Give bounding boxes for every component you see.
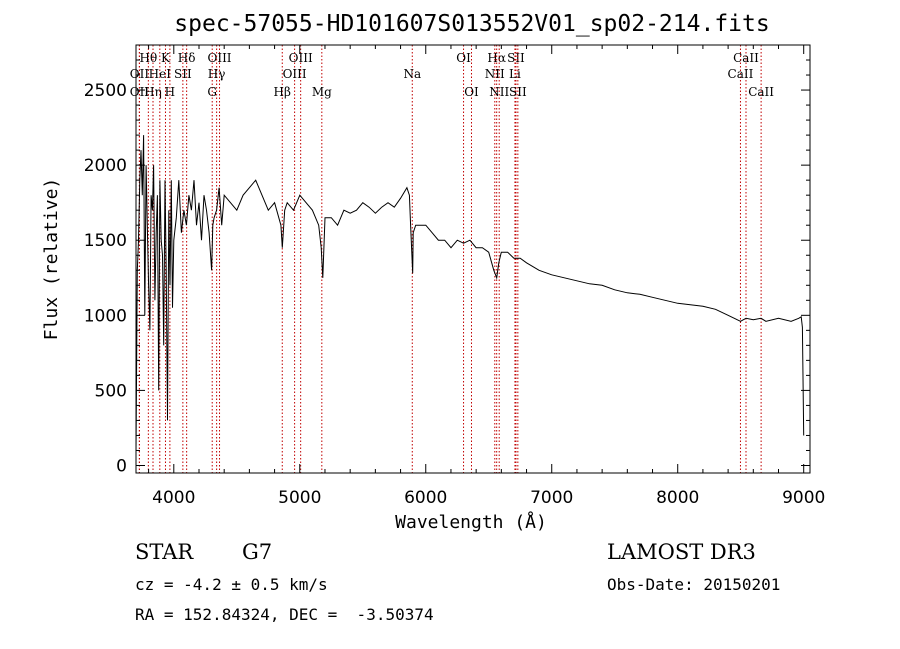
spectral-line-label: CaII — [728, 67, 754, 81]
x-tick-label: 9000 — [782, 488, 825, 508]
coordinates: RA = 152.84324, DEC = -3.50374 — [135, 605, 434, 624]
spectral-line-label: OI — [464, 85, 479, 99]
spectral-line-label: NII — [489, 85, 509, 99]
x-tick-label: 6000 — [404, 488, 447, 508]
spectral-line-label: SII — [509, 85, 527, 99]
y-tick-label: 1000 — [84, 306, 127, 326]
y-tick-label: 2500 — [84, 81, 127, 101]
chart-title: spec-57055-HD101607S013552V01_sp02-214.f… — [174, 11, 769, 37]
flux-series-line — [135, 135, 805, 454]
spectral-line-label: Hγ — [208, 67, 226, 81]
spectral-line-label: Hα — [487, 51, 506, 65]
x-tick-label: 4000 — [152, 488, 195, 508]
spectral-line-label: OIII — [289, 51, 313, 65]
survey-label: LAMOST DR3 — [607, 540, 756, 564]
spectral-line-label: Hβ — [274, 85, 291, 99]
spectral-line-label: OI — [456, 51, 471, 65]
spectral-line-label: Hη — [144, 85, 162, 99]
spectral-line-label: CaII — [733, 51, 759, 65]
observation-date: Obs-Date: 20150201 — [607, 575, 781, 594]
spectral-line-label: CaII — [748, 85, 774, 99]
spectral-line-label: Na — [403, 67, 421, 81]
spectral-line-label: Hδ — [178, 51, 196, 65]
y-axis-label: Flux (relative) — [41, 178, 62, 341]
spectral-line-label: OIII — [283, 67, 307, 81]
spectral-line-label: SII — [507, 51, 525, 65]
spectral-line-label: Li — [509, 67, 521, 81]
spectral-line-label: G — [207, 85, 217, 99]
spectral-line-label: OII — [130, 85, 150, 99]
spectral-line-label: HeI — [149, 67, 172, 81]
spectral-line-label: SII — [174, 67, 192, 81]
x-tick-label: 7000 — [530, 488, 573, 508]
object-class: STAR — [135, 540, 194, 564]
y-tick-label: 2000 — [84, 156, 127, 176]
y-tick-label: 1500 — [84, 231, 127, 251]
redshift-value: cz = -4.2 ± 0.5 km/s — [135, 575, 328, 594]
x-axis-label: Wavelength (Å) — [395, 511, 547, 533]
spectral-line-label: OIII — [207, 51, 231, 65]
spectral-line-label: Mg — [312, 85, 332, 99]
plot-frame — [135, 44, 811, 474]
spectral-line-label: NII — [485, 67, 505, 81]
spectral-subclass: G7 — [242, 540, 273, 564]
y-tick-label: 500 — [95, 381, 127, 401]
spectral-line-label: H — [165, 85, 175, 99]
x-tick-label: 5000 — [278, 488, 321, 508]
spectral-line-label: Hθ — [139, 51, 157, 65]
y-tick-label: 0 — [116, 456, 127, 476]
x-tick-label: 8000 — [656, 488, 699, 508]
spectral-line-label: K — [161, 51, 171, 65]
